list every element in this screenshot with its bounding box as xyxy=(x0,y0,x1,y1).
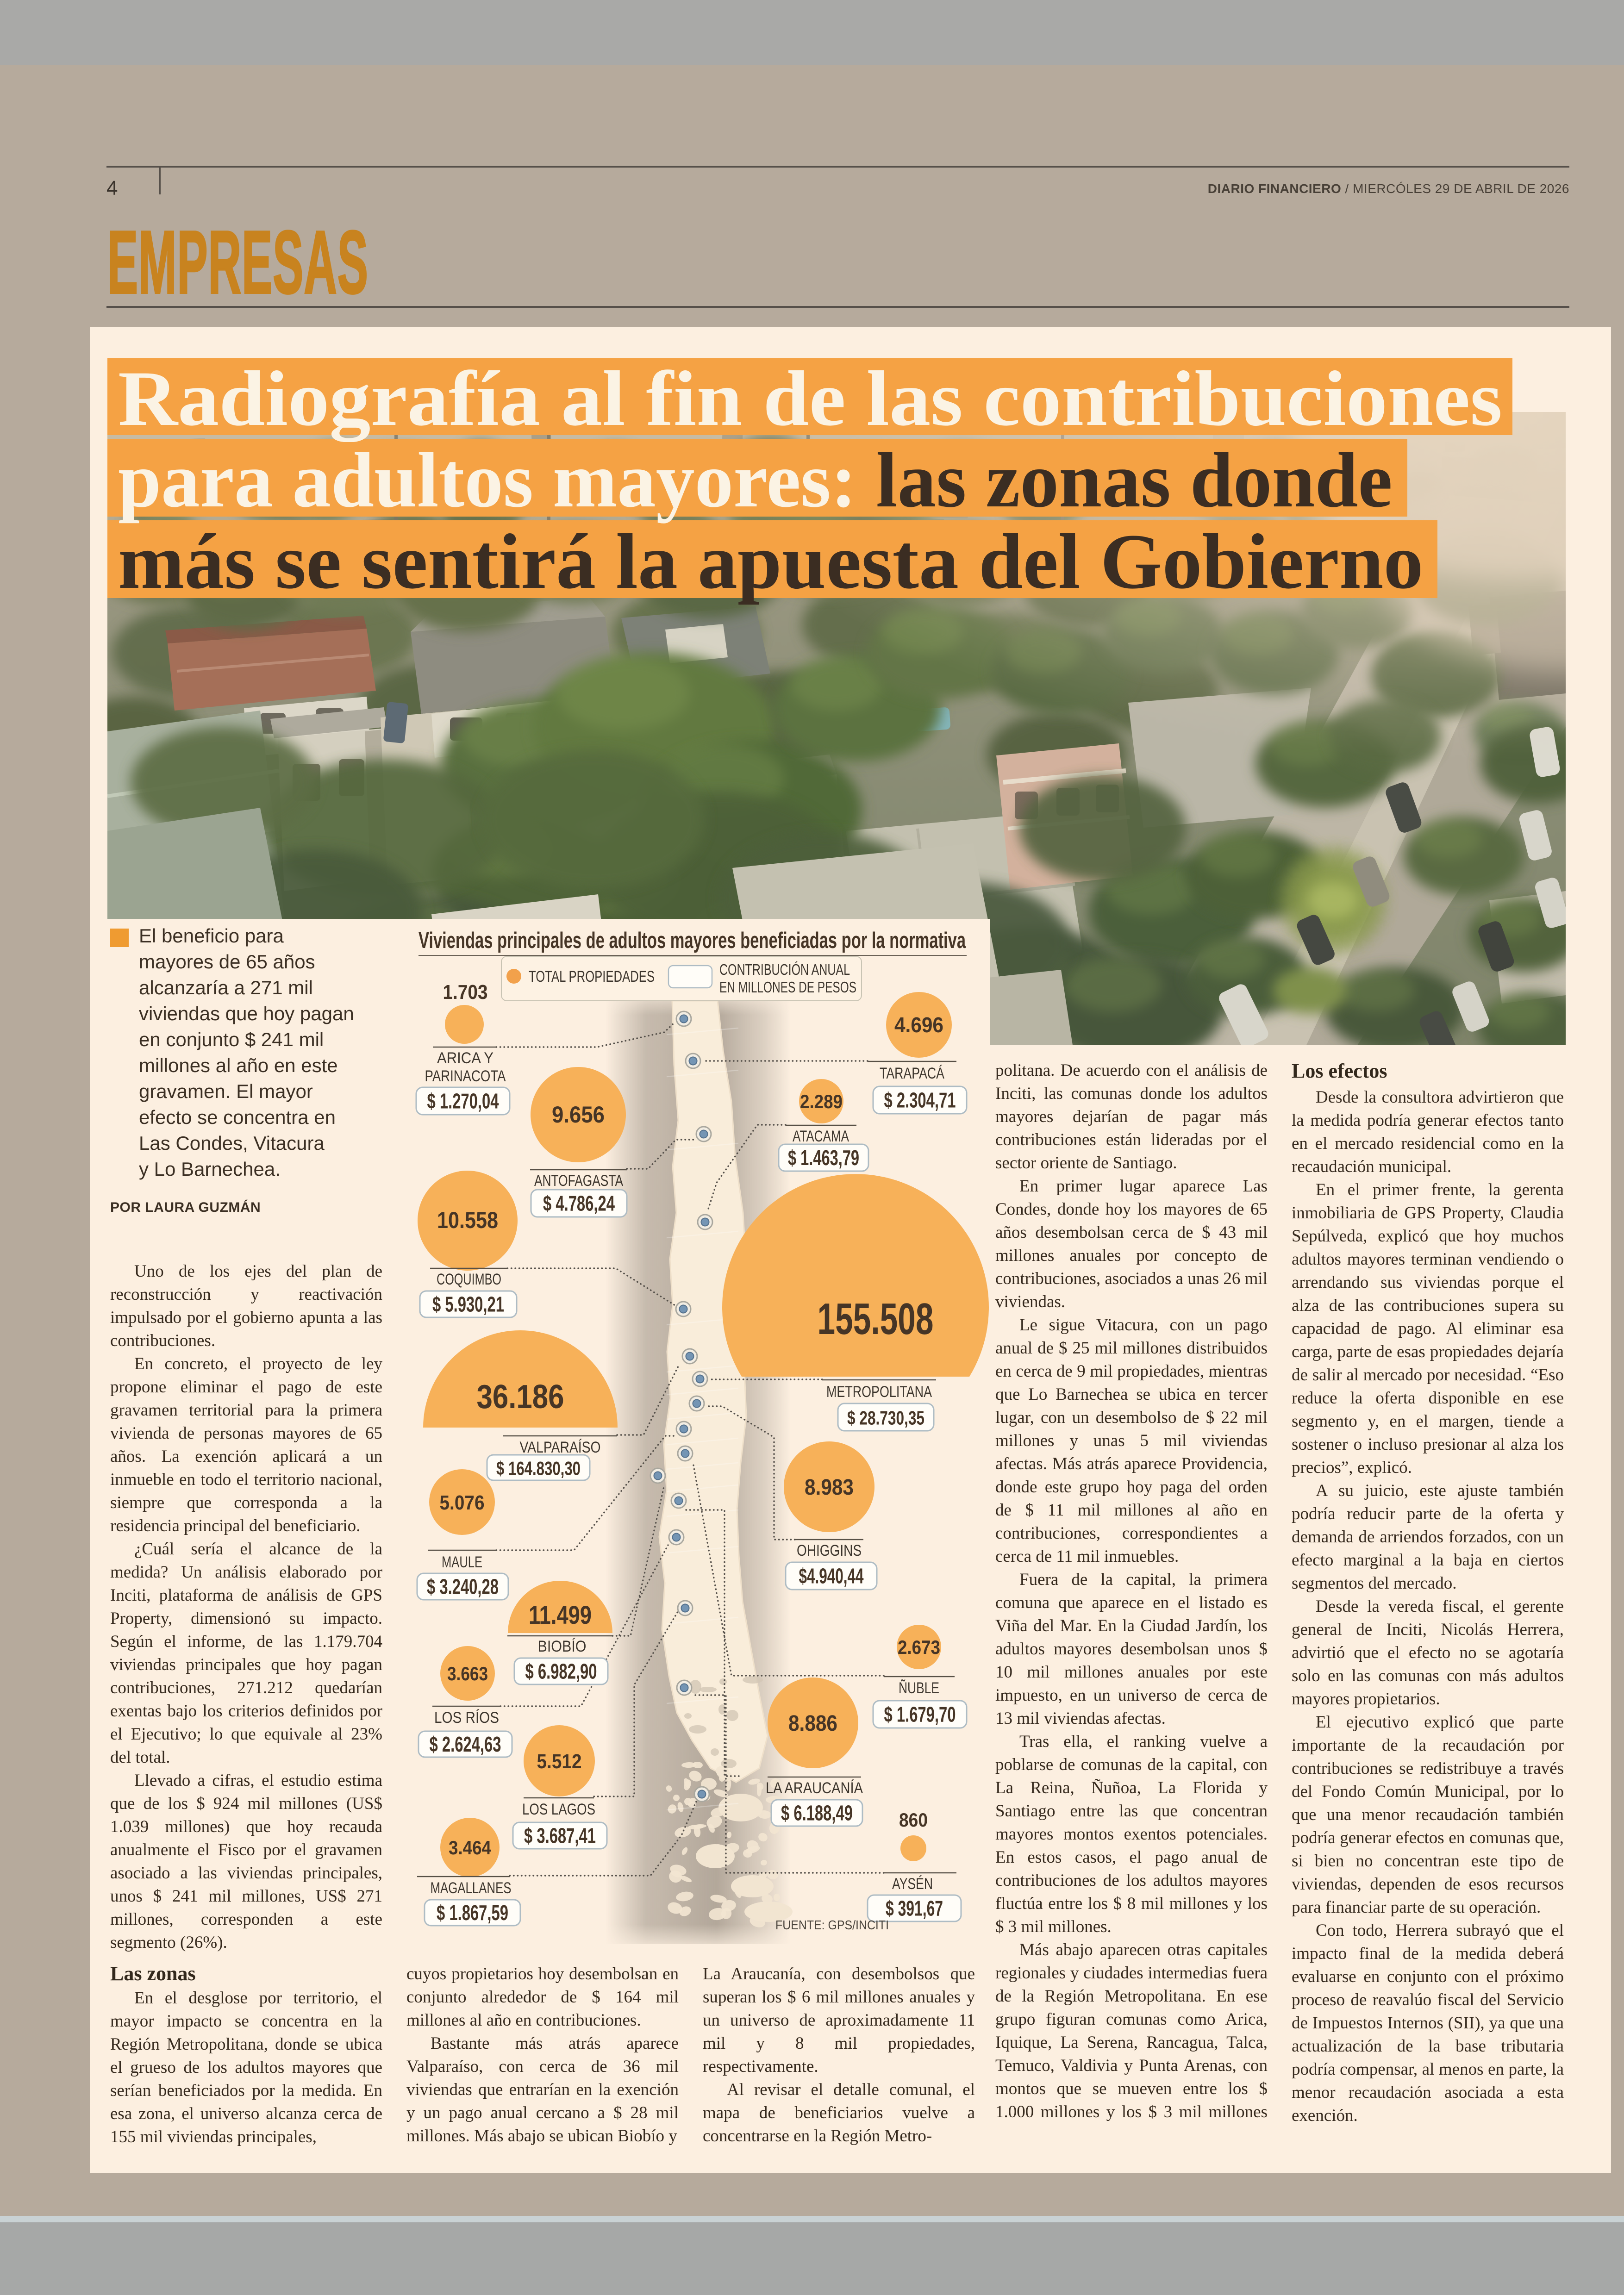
svg-text:PARINACOTA: PARINACOTA xyxy=(425,1067,506,1085)
svg-text:9.656: 9.656 xyxy=(552,1102,605,1128)
svg-text:$ 4.786,24: $ 4.786,24 xyxy=(543,1191,615,1216)
svg-text:ATACAMA: ATACAMA xyxy=(793,1128,849,1145)
svg-text:MAGALLANES: MAGALLANES xyxy=(431,1879,512,1897)
svg-text:5.512: 5.512 xyxy=(537,1750,582,1773)
svg-text:ÑUBLE: ÑUBLE xyxy=(899,1679,939,1697)
svg-text:LOS LAGOS: LOS LAGOS xyxy=(522,1801,595,1818)
svg-text:$ 6.188,49: $ 6.188,49 xyxy=(781,1801,853,1825)
svg-text:AYSÉN: AYSÉN xyxy=(892,1875,933,1893)
svg-text:10.558: 10.558 xyxy=(437,1207,498,1233)
svg-text:$ 28.730,35: $ 28.730,35 xyxy=(847,1407,924,1429)
svg-text:1.703: 1.703 xyxy=(443,981,488,1004)
svg-text:3.464: 3.464 xyxy=(449,1837,492,1858)
svg-text:8.983: 8.983 xyxy=(805,1475,854,1500)
svg-text:$ 1.463,79: $ 1.463,79 xyxy=(788,1146,859,1170)
svg-text:$ 1.270,04: $ 1.270,04 xyxy=(427,1089,499,1113)
svg-text:4.696: 4.696 xyxy=(894,1013,943,1037)
svg-text:ARICA Y: ARICA Y xyxy=(437,1049,493,1067)
svg-text:$ 164.830,30: $ 164.830,30 xyxy=(496,1458,581,1479)
svg-text:VALPARAÍSO: VALPARAÍSO xyxy=(520,1439,601,1456)
svg-text:TARAPACÁ: TARAPACÁ xyxy=(880,1065,944,1082)
svg-text:5.076: 5.076 xyxy=(440,1491,485,1514)
svg-text:OHIGGINS: OHIGGINS xyxy=(797,1542,862,1559)
svg-text:FUENTE: GPS/INCITI: FUENTE: GPS/INCITI xyxy=(775,1918,889,1932)
svg-text:2.289: 2.289 xyxy=(800,1091,843,1112)
svg-text:$ 2.304,71: $ 2.304,71 xyxy=(884,1088,956,1112)
svg-text:LA ARAUCANÍA: LA ARAUCANÍA xyxy=(766,1779,863,1797)
svg-text:EN MILLONES DE PESOS: EN MILLONES DE PESOS xyxy=(719,979,856,996)
svg-text:$ 391,67: $ 391,67 xyxy=(886,1896,943,1921)
svg-text:METROPOLITANA: METROPOLITANA xyxy=(826,1383,932,1401)
svg-text:36.186: 36.186 xyxy=(477,1378,564,1416)
svg-text:CONTRIBUCIÓN ANUAL: CONTRIBUCIÓN ANUAL xyxy=(719,961,850,978)
svg-text:$4.940,44: $4.940,44 xyxy=(799,1564,864,1588)
svg-text:11.499: 11.499 xyxy=(529,1600,592,1629)
svg-text:COQUIMBO: COQUIMBO xyxy=(437,1271,501,1288)
svg-text:MAULE: MAULE xyxy=(442,1553,482,1571)
svg-text:$ 1.679,70: $ 1.679,70 xyxy=(884,1703,956,1727)
svg-text:$ 1.867,59: $ 1.867,59 xyxy=(437,1901,508,1925)
svg-text:$ 3.687,41: $ 3.687,41 xyxy=(524,1824,596,1848)
svg-text:$ 6.982,90: $ 6.982,90 xyxy=(525,1659,597,1684)
svg-text:860: 860 xyxy=(899,1809,928,1831)
svg-text:BIOBÍO: BIOBÍO xyxy=(538,1638,587,1655)
svg-text:Viviendas principales de adult: Viviendas principales de adultos mayores… xyxy=(418,928,966,953)
svg-text:TOTAL PROPIEDADES: TOTAL PROPIEDADES xyxy=(529,968,655,985)
svg-text:$ 2.624,63: $ 2.624,63 xyxy=(430,1732,501,1756)
svg-text:8.886: 8.886 xyxy=(788,1711,837,1736)
svg-text:ANTOFAGASTA: ANTOFAGASTA xyxy=(534,1172,623,1190)
svg-text:2.673: 2.673 xyxy=(898,1636,940,1658)
svg-text:3.663: 3.663 xyxy=(447,1663,488,1684)
svg-text:155.508: 155.508 xyxy=(818,1294,934,1344)
svg-text:LOS RÍOS: LOS RÍOS xyxy=(434,1709,499,1727)
svg-text:$ 5.930,21: $ 5.930,21 xyxy=(432,1292,504,1316)
svg-text:$ 3.240,28: $ 3.240,28 xyxy=(427,1575,499,1599)
